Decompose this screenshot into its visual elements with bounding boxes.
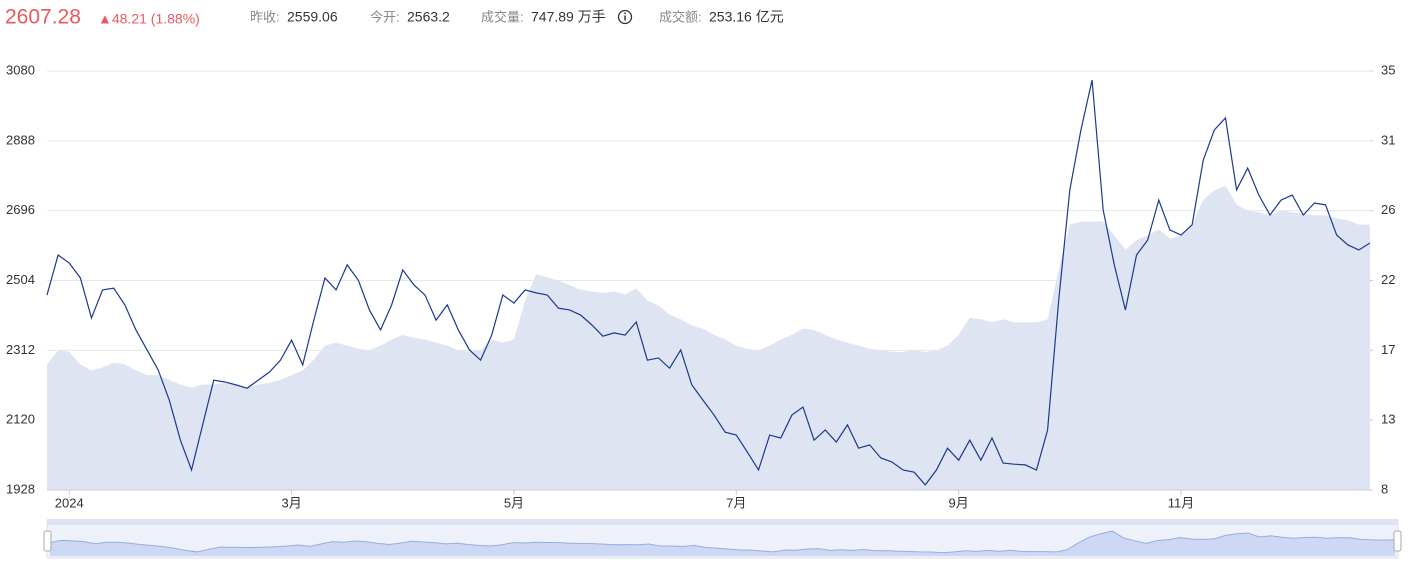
price-line (46, 79, 1371, 486)
x-tick-label: 5月 (504, 495, 524, 510)
y-tick-label: 1928 (6, 481, 35, 496)
item-label: 成交量: (481, 9, 524, 24)
x-tick-label: 7月 (726, 495, 746, 510)
y-tick-label: 2696 (6, 202, 35, 217)
y2-tick-label: 35 (1381, 62, 1395, 77)
item-value: 2559.06 (287, 9, 338, 25)
y-tick-label: 2312 (6, 342, 35, 357)
volume-area (47, 185, 1370, 490)
x-tick-label: 3月 (281, 495, 301, 510)
y2-tick-label: 17 (1381, 342, 1395, 357)
item-value: 747.89 万手 (531, 9, 606, 25)
info-icon[interactable] (617, 9, 633, 25)
navigator[interactable] (43, 519, 1402, 559)
y-tick-label: 3080 (6, 62, 35, 77)
item-value: 253.16 亿元 (709, 9, 784, 25)
navigator-line (49, 530, 1396, 554)
y2-tick-label: 26 (1381, 202, 1395, 217)
price-change: ▲48.21 (1.88%) (98, 11, 200, 27)
x-tick-label: 11月 (1168, 495, 1195, 510)
navigator-area (50, 531, 1395, 556)
item-label: 成交额: (659, 9, 702, 24)
item-label: 今开: (370, 9, 400, 24)
y2-tick-label: 22 (1381, 272, 1395, 287)
y2-tick-label: 13 (1381, 412, 1395, 427)
plot: 1928 2120 2312 2504 2696 2888 3080 8 13 17 22 26 31 3… (6, 62, 1395, 510)
y2-tick-label: 31 (1381, 132, 1395, 147)
y2-tick-label: 8 (1381, 481, 1388, 496)
item-label: 昨收: (250, 9, 280, 24)
item-value: 2563.2 (407, 9, 450, 25)
y-tick-label: 2504 (6, 272, 35, 287)
y-tick-label: 2888 (6, 132, 35, 147)
x-tick-label: 2024 (55, 495, 84, 510)
y-tick-label: 2120 (6, 412, 35, 427)
last-price: 2607.28 (5, 6, 81, 29)
x-tick-label: 9月 (949, 495, 969, 510)
